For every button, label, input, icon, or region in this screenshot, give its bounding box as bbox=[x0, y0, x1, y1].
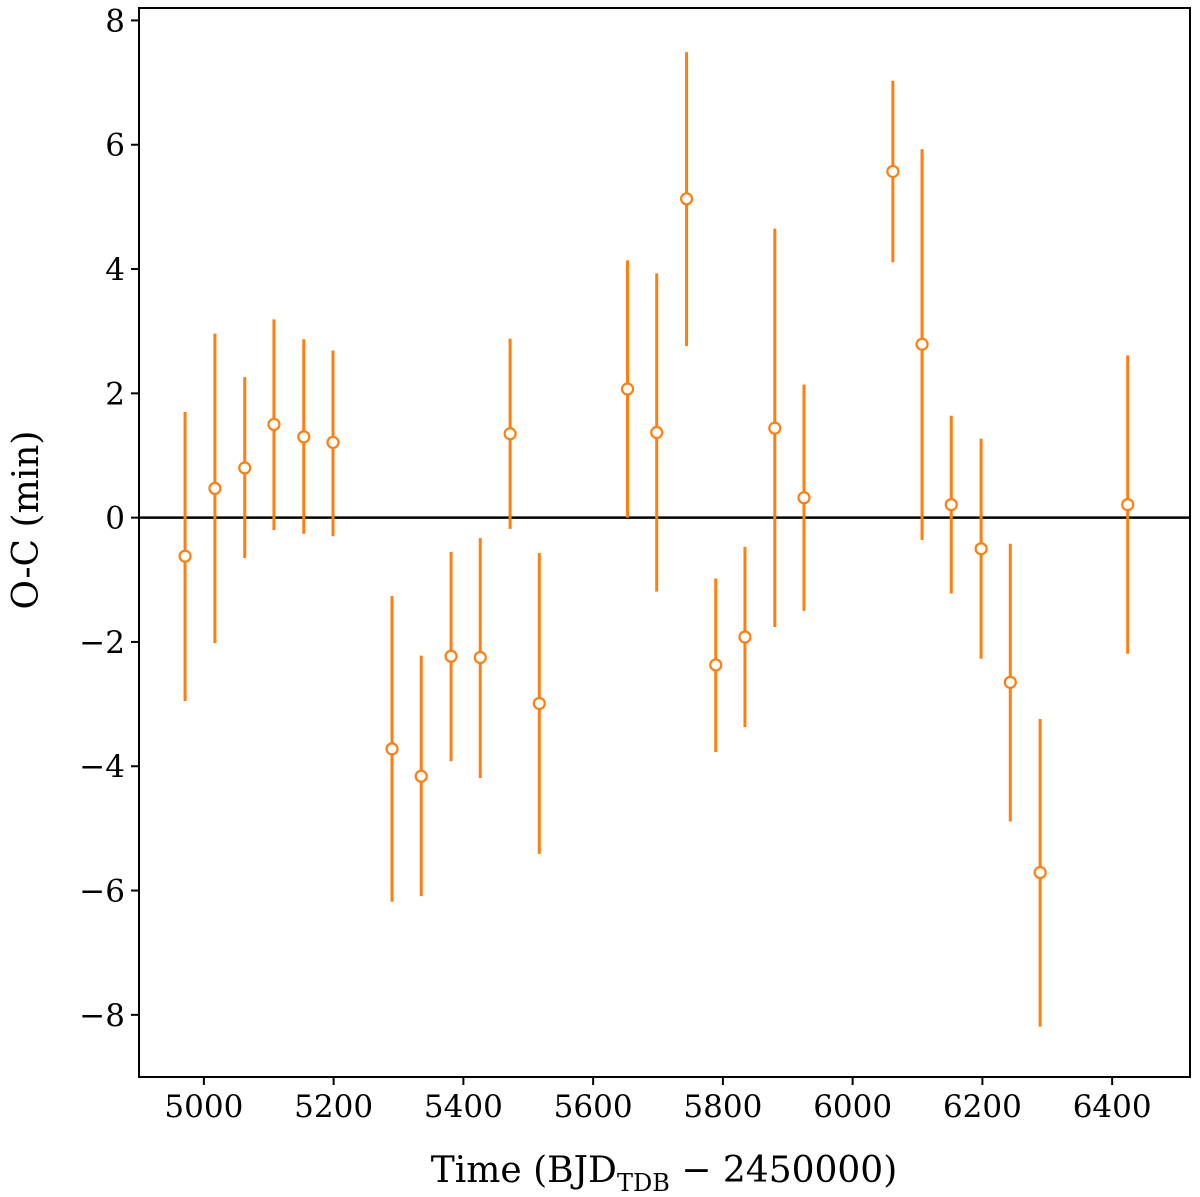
x-axis-label: Time (BJDTDB − 2450000) bbox=[431, 1150, 898, 1197]
x-tick-label-5000: 5000 bbox=[164, 1089, 243, 1125]
x-tick-label-5400: 5400 bbox=[424, 1089, 503, 1125]
data-point-1 bbox=[208, 481, 222, 496]
x-tick-label-6000: 6000 bbox=[813, 1089, 892, 1125]
data-point-14 bbox=[679, 192, 694, 206]
data-point-12 bbox=[620, 382, 635, 396]
data-point-19 bbox=[886, 164, 900, 179]
data-point-18 bbox=[797, 491, 811, 505]
y-tick-label-6: 6 bbox=[105, 128, 125, 164]
data-point-5 bbox=[326, 435, 340, 450]
data-point-7 bbox=[414, 769, 428, 783]
plot-area bbox=[139, 52, 1190, 1027]
x-tick-label-6400: 6400 bbox=[1073, 1089, 1152, 1125]
plot-frame bbox=[138, 7, 1191, 1078]
y-tick-label-2: 2 bbox=[105, 376, 125, 412]
axes: 5000 5200 5400 5600 5800 6000 6200 6400 −8 −6 −4 −2… bbox=[79, 3, 1191, 1125]
x-axis-label-suffix: − 2450000) bbox=[670, 1150, 897, 1191]
data-point-13 bbox=[650, 425, 664, 440]
y-tick-label-8: 8 bbox=[105, 3, 125, 39]
data-point-3 bbox=[267, 417, 281, 432]
data-point-4 bbox=[297, 430, 311, 444]
data-point-16 bbox=[738, 630, 752, 644]
data-point-6 bbox=[385, 742, 399, 756]
y-tick-label-4: 4 bbox=[105, 252, 125, 288]
data-point-20 bbox=[915, 337, 929, 351]
y-tick-label--4: −4 bbox=[79, 749, 125, 785]
x-tick-label-6200: 6200 bbox=[943, 1089, 1022, 1125]
data-point-9 bbox=[473, 650, 487, 665]
data-point-22 bbox=[974, 542, 988, 556]
data-point-17 bbox=[768, 421, 782, 435]
data-point-15 bbox=[709, 658, 723, 672]
x-tick-label-5200: 5200 bbox=[294, 1089, 373, 1125]
data-point-2 bbox=[238, 461, 252, 475]
y-tick-label--6: −6 bbox=[79, 874, 125, 910]
data-point-10 bbox=[503, 427, 517, 441]
data-point-0 bbox=[178, 549, 192, 563]
data-point-8 bbox=[444, 649, 458, 663]
y-tick-label--2: −2 bbox=[79, 625, 125, 661]
x-axis-label-main: Time (BJD bbox=[431, 1150, 617, 1191]
y-tick-label--8: −8 bbox=[79, 998, 125, 1034]
y-axis-label: O-C (min) bbox=[6, 431, 47, 610]
data-point-24 bbox=[1033, 865, 1047, 880]
x-tick-label-5600: 5600 bbox=[554, 1089, 633, 1125]
data-point-23 bbox=[1003, 675, 1017, 689]
data-point-21 bbox=[944, 497, 958, 512]
data-point-11 bbox=[532, 696, 546, 711]
y-tick-label-0: 0 bbox=[105, 501, 125, 537]
x-tick-label-5800: 5800 bbox=[683, 1089, 762, 1125]
x-axis-label-subscript: TDB bbox=[617, 1169, 670, 1197]
data-point-25 bbox=[1121, 497, 1135, 512]
